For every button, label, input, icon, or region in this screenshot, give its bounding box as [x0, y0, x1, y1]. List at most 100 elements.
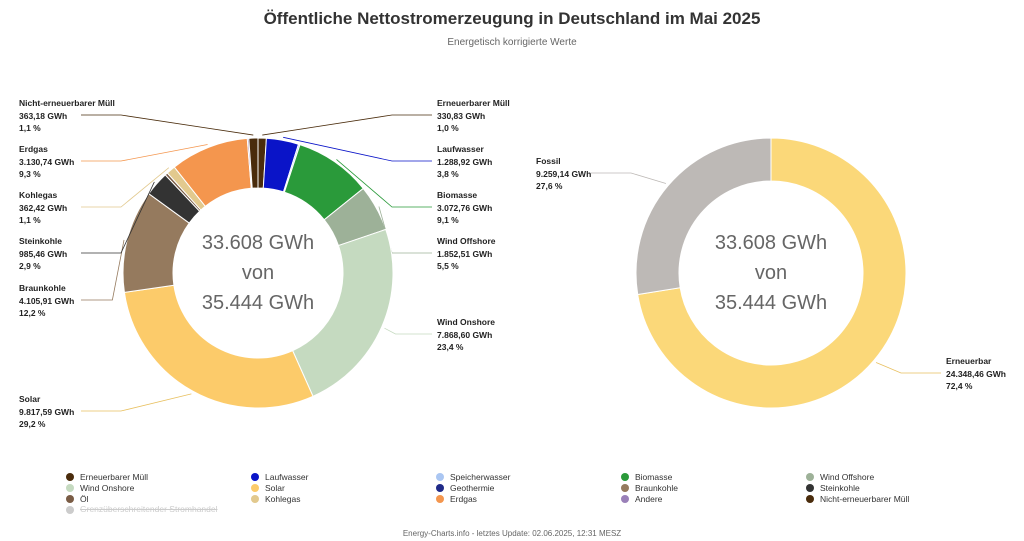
- center-von: von: [241, 262, 275, 284]
- legend-dot-icon: [66, 505, 74, 514]
- donut-center-text-2: 33.608 GWh von 35.444 GWh: [671, 228, 871, 318]
- legend-item-nicht-erneuerbarer-mull[interactable]: Nicht-erneuerbarer Müll: [806, 494, 991, 505]
- legend-label: Wind Onshore: [80, 482, 135, 493]
- data-label-kohlegas: Kohlegas 362,42 GWh 1,1 %: [19, 189, 67, 227]
- leader-line-erneuerbarer-mull: [262, 114, 432, 136]
- leader-line-erdgas: [81, 144, 208, 162]
- legend-dot-icon: [66, 484, 74, 493]
- legend-dot-icon: [621, 473, 629, 482]
- legend-item-erdgas[interactable]: Erdgas: [436, 494, 621, 505]
- legend-dot-icon: [436, 484, 444, 493]
- legend-item-biomasse[interactable]: Biomasse: [621, 472, 806, 483]
- legend-item-solar[interactable]: Solar: [251, 483, 436, 494]
- label-percent: 27,6 %: [536, 181, 563, 191]
- legend-label: Andere: [635, 493, 663, 504]
- leader-line-nicht-erneuerbarer-mull: [81, 114, 254, 136]
- leader-line-solar: [81, 393, 192, 412]
- legend-label: Wind Offshore: [820, 472, 875, 482]
- legend-label: Grenzüberschreitender Stromhandel: [80, 504, 218, 515]
- leader-line-steinkohle: [81, 181, 155, 254]
- legend-item-ol[interactable]: Öl: [66, 494, 251, 505]
- legend-label: Solar: [265, 482, 285, 493]
- legend-item-wind-offshore[interactable]: Wind Offshore: [806, 472, 991, 483]
- legend-dot-icon: [621, 494, 629, 503]
- legend-item-speicherwasser[interactable]: Speicherwasser: [436, 472, 621, 483]
- legend-item-braunkohle[interactable]: Braunkohle: [621, 483, 806, 494]
- data-label-erneuerbar: Erneuerbar 24.348,46 GWh 72,4 %: [946, 355, 1006, 393]
- legend-label: Braunkohle: [635, 482, 679, 493]
- legend-label: Öl: [80, 493, 89, 504]
- label-value: 985,46 GWh: [19, 248, 68, 259]
- label-value: 24.348,46 GWh: [946, 368, 1007, 379]
- center-total: 35.444 GWh: [714, 292, 828, 314]
- label-name: Solar: [19, 394, 41, 404]
- label-percent: 72,4 %: [946, 381, 973, 391]
- label-percent: 5,5 %: [437, 261, 459, 271]
- label-percent: 3,8 %: [437, 169, 459, 179]
- legend-label: Erneuerbarer Müll: [80, 472, 149, 482]
- label-percent: 1,1 %: [19, 215, 41, 225]
- label-value: 3.072,76 GWh: [437, 202, 493, 213]
- slice-solar[interactable]: [123, 284, 314, 409]
- label-percent: 1,1 %: [19, 123, 41, 133]
- label-name: Biomasse: [437, 190, 478, 200]
- label-name: Nicht-erneuerbarer Müll: [19, 98, 115, 108]
- chart-subtitle: Energetisch korrigierte Werte: [447, 37, 577, 48]
- leader-line-wind-onshore: [384, 327, 432, 335]
- legend-item-erneuerbarer-mull[interactable]: Erneuerbarer Müll: [66, 472, 251, 483]
- center-total: 35.444 GWh: [201, 292, 315, 314]
- legend-item-wind-onshore[interactable]: Wind Onshore: [66, 483, 251, 494]
- label-percent: 12,2 %: [19, 308, 46, 318]
- legend-label: Kohlegas: [265, 493, 301, 504]
- label-name: Steinkohle: [19, 236, 62, 246]
- legend-item-laufwasser[interactable]: Laufwasser: [251, 472, 436, 483]
- center-produced: 33.608 GWh: [714, 232, 828, 254]
- leader-line-fossil: [591, 172, 667, 184]
- legend-label: Steinkohle: [820, 482, 860, 493]
- data-label-steinkohle: Steinkohle 985,46 GWh 2,9 %: [19, 235, 67, 273]
- label-percent: 2,9 %: [19, 261, 41, 271]
- legend-dot-icon: [436, 473, 444, 482]
- legend-dot-icon: [806, 494, 814, 503]
- legend-item-grenzuberschreitender-stromhandel[interactable]: Grenzüberschreitender Stromhandel: [66, 504, 251, 515]
- label-name: Braunkohle: [19, 283, 66, 293]
- label-name: Erneuerbar: [946, 356, 992, 366]
- data-label-laufwasser: Laufwasser 1.288,92 GWh 3,8 %: [437, 143, 492, 181]
- label-name: Erdgas: [19, 144, 48, 154]
- legend-label: Geothermie: [450, 482, 495, 493]
- label-name: Laufwasser: [437, 144, 484, 154]
- slice-erneuerbar[interactable]: [637, 137, 907, 409]
- legend-dot-icon: [251, 484, 259, 493]
- legend-label: Laufwasser: [265, 472, 309, 482]
- label-percent: 1,0 %: [437, 123, 459, 133]
- label-name: Erneuerbarer Müll: [437, 98, 510, 108]
- label-value: 3.130,74 GWh: [19, 156, 75, 167]
- legend-dot-icon: [621, 484, 629, 493]
- label-percent: 9,3 %: [19, 169, 41, 179]
- data-label-erneuerbarer-mull: Erneuerbarer Müll 330,83 GWh 1,0 %: [437, 97, 510, 135]
- label-value: 362,42 GWh: [19, 202, 68, 213]
- legend-item-steinkohle[interactable]: Steinkohle: [806, 483, 991, 494]
- legend-dot-icon: [436, 494, 444, 503]
- label-value: 363,18 GWh: [19, 110, 68, 121]
- legend-item-geothermie[interactable]: Geothermie: [436, 483, 621, 494]
- legend-dot-icon: [66, 494, 74, 503]
- legend-label: Biomasse: [635, 472, 673, 482]
- slice-nicht-erneuerbarer-mull[interactable]: [248, 137, 259, 189]
- data-label-wind-onshore: Wind Onshore 7.868,60 GWh 23,4 %: [437, 316, 495, 354]
- label-value: 4.105,91 GWh: [19, 295, 75, 306]
- label-percent: 9,1 %: [437, 215, 459, 225]
- leader-line-biomasse: [336, 159, 432, 208]
- leader-line-erneuerbar: [875, 362, 941, 374]
- label-value: 1.288,92 GWh: [437, 156, 493, 167]
- label-percent: 29,2 %: [19, 419, 46, 429]
- data-label-braunkohle: Braunkohle 4.105,91 GWh 12,2 %: [19, 282, 74, 320]
- label-name: Kohlegas: [19, 190, 58, 200]
- legend-dot-icon: [806, 473, 814, 482]
- legend-item-andere[interactable]: Andere: [621, 494, 806, 505]
- legend-item-kohlegas[interactable]: Kohlegas: [251, 494, 436, 505]
- label-percent: 23,4 %: [437, 342, 464, 352]
- slice-fossil[interactable]: [635, 137, 772, 296]
- data-label-fossil: Fossil 9.259,14 GWh 27,6 %: [536, 155, 591, 193]
